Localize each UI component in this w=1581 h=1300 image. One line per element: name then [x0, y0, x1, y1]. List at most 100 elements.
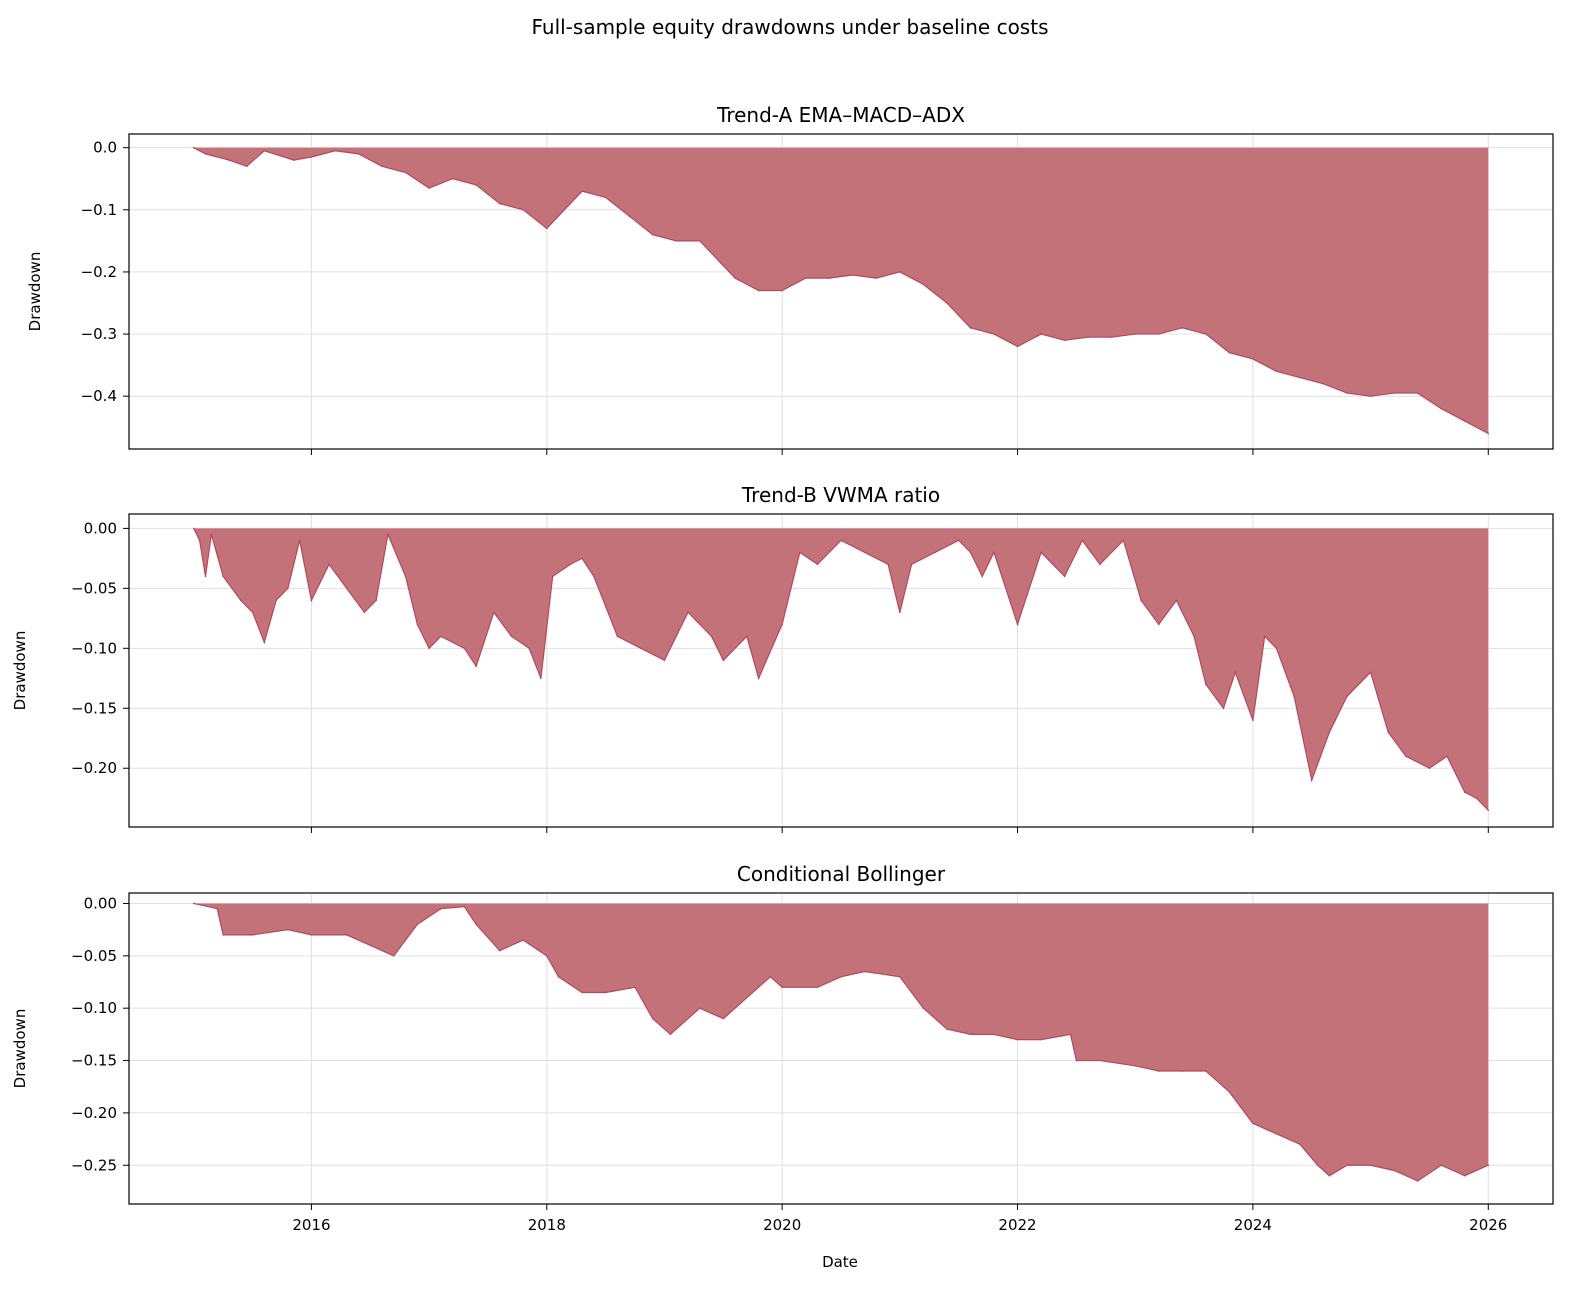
x-tick-label: 2018 [528, 1216, 566, 1234]
drawdown-point [769, 975, 772, 978]
drawdown-point [640, 647, 642, 650]
drawdown-point [981, 575, 984, 578]
plot-frame [128, 513, 1554, 828]
x-axis-label: Date [822, 1253, 858, 1271]
drawdown-point [245, 165, 248, 168]
chart-panel-1: 0.0 −0.1 −0.2 −0.3 −0.4 Trend-A EMA–MACD–ADX D… [26, 103, 1554, 455]
y-tick-label: −0.10 [71, 999, 117, 1017]
drawdown-point [228, 159, 230, 161]
drawdown-point [863, 970, 866, 973]
y-tick-label: −0.4 [81, 387, 117, 405]
drawdown-point [593, 575, 595, 578]
drawdown-point [1228, 351, 1231, 354]
drawdown-point [1416, 1180, 1419, 1182]
drawdown-point [669, 1033, 672, 1036]
drawdown-point [1475, 797, 1478, 800]
drawdown-point [357, 153, 360, 155]
drawdown-point [1040, 1038, 1042, 1041]
drawdown-point [475, 184, 477, 186]
drawdown-point [1299, 1143, 1301, 1146]
drawdown-line [193, 528, 1489, 811]
drawdown-point [1069, 1033, 1072, 1036]
drawdown-point [969, 551, 972, 554]
drawdown-point [1075, 1059, 1078, 1062]
drawdown-point [1252, 358, 1254, 360]
drawdown-point [1346, 1164, 1348, 1167]
drawdown-point [581, 991, 583, 994]
figure-suptitle: Full-sample equity drawdowns under basel… [531, 15, 1048, 39]
drawdown-point [310, 934, 313, 936]
drawdown-area [193, 903, 1489, 1181]
drawdown-point [310, 156, 313, 158]
drawdown-point [1157, 1070, 1160, 1072]
drawdown-point [1293, 695, 1295, 698]
drawdown-point [687, 611, 689, 614]
x-tick-label: 2016 [292, 1216, 330, 1234]
drawdown-point [899, 975, 901, 978]
drawdown-point [545, 227, 548, 230]
y-tick-label: 0.0 [93, 139, 117, 157]
drawdown-point [1446, 755, 1448, 758]
drawdown-point [1040, 333, 1042, 335]
drawdown-point [969, 327, 972, 329]
drawdown-point [463, 647, 466, 650]
drawdown-point [1063, 339, 1066, 342]
drawdown-point [1463, 791, 1466, 794]
y-tick-label: −0.10 [71, 639, 117, 657]
drawdown-point [1175, 599, 1178, 602]
drawdown-point [722, 1017, 725, 1020]
drawdown-point [569, 202, 572, 205]
drawdown-point [922, 283, 925, 286]
drawdown-point [451, 177, 454, 180]
drawdown-point [287, 928, 289, 931]
drawdown-point [946, 302, 948, 304]
drawdown-point [1122, 539, 1125, 542]
drawdown-point [404, 575, 407, 578]
drawdown-point [1463, 420, 1466, 422]
drawdown-point [192, 146, 195, 149]
drawdown-point [1228, 1091, 1231, 1093]
drawdown-point [1316, 1164, 1319, 1167]
drawdown-point [1063, 575, 1066, 578]
drawdown-point [204, 575, 207, 578]
drawdown-point [404, 171, 407, 174]
drawdown-point [1299, 376, 1301, 379]
drawdown-point [651, 1017, 654, 1020]
drawdown-point [1016, 623, 1019, 626]
drawdown-point [1263, 635, 1266, 638]
drawdown-point [757, 289, 760, 292]
x-tick-label: 2022 [998, 1216, 1036, 1234]
drawdown-point [804, 277, 807, 279]
drawdown-point [204, 153, 207, 155]
drawdown-point [345, 587, 348, 590]
drawdown-point [1393, 1169, 1395, 1172]
drawdown-point [198, 539, 201, 542]
x-tick-label: 2026 [1469, 1216, 1507, 1234]
chart-panel-2: 0.00 −0.05 −0.10 −0.15 −0.20 Trend-B VWMA rat… [11, 483, 1554, 833]
drawdown-point [263, 641, 266, 644]
drawdown-point [1040, 551, 1042, 554]
drawdown-point [475, 923, 477, 926]
drawdown-point [628, 215, 630, 217]
x-tick-label: 2024 [1234, 1216, 1272, 1234]
drawdown-point [993, 333, 995, 335]
drawdown-point [210, 533, 213, 536]
y-axis-label: Drawdown [11, 631, 29, 711]
y-tick-label: −0.3 [81, 325, 117, 343]
plot-frame [128, 892, 1554, 1205]
drawdown-point [328, 563, 330, 566]
drawdown-point [899, 611, 901, 614]
y-tick-label: 0.00 [84, 519, 117, 537]
drawdown-point [1157, 333, 1160, 335]
drawdown-point [675, 240, 678, 242]
drawdown-point [416, 623, 419, 626]
drawdown-point [498, 949, 501, 952]
drawdown-point [522, 209, 525, 211]
y-tick-label: −0.15 [71, 699, 117, 717]
drawdown-point [240, 599, 242, 602]
drawdown-point [551, 575, 554, 578]
drawdown-point [392, 955, 395, 957]
drawdown-point [663, 659, 666, 662]
drawdown-point [957, 539, 960, 542]
drawdown-point [222, 575, 224, 578]
